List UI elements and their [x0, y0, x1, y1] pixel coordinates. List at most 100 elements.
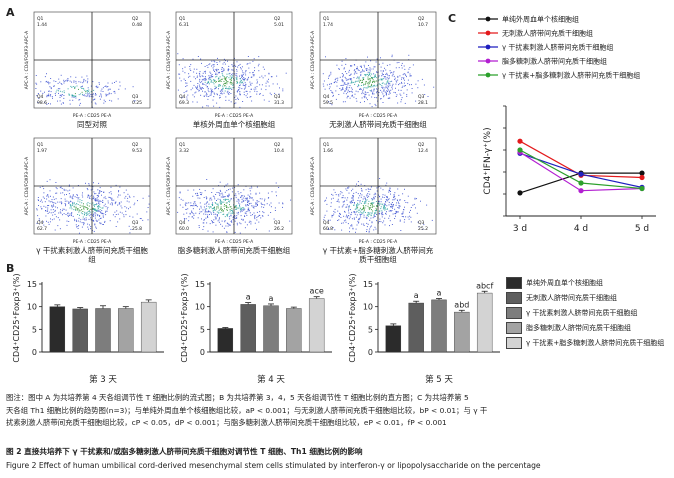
- y-axis-label: CD4⁺CD25⁺Foxp3⁺(%): [348, 273, 357, 362]
- data-point: [517, 147, 523, 153]
- quadrant-value-q2: 0.48: [132, 22, 142, 28]
- quadrant-name-q4: Q4: [323, 94, 330, 100]
- bar-legend-swatch: [506, 306, 522, 319]
- legend-marker: [485, 58, 491, 64]
- figure-title: 图 2 直接共培养下 γ 干扰素和/或脂多糖刺激人脐带间充质干细胞对调节性 T …: [6, 447, 363, 456]
- legend-label-4: γ 干扰素+脂多糖刺激人脐带间充质干细胞组: [502, 71, 640, 80]
- bar-legend-swatch: [506, 276, 522, 289]
- flow-x-axis-label: PE-A : CD25 PE-A: [359, 239, 398, 245]
- bar-chart-legend: 单纯外周血单个核细胞组 无刺激人脐带间充质干细胞组 γ 干扰素刺激人脐带间充质干细胞…: [506, 276, 672, 351]
- y-tick-label: 0: [368, 348, 373, 357]
- quadrant-name-q4: Q4: [37, 94, 44, 100]
- quadrant-name-q1: Q1: [179, 16, 186, 22]
- panel-label-b: B: [6, 262, 15, 275]
- bar: [140, 301, 157, 353]
- bar-legend-swatch: [506, 291, 522, 304]
- quadrant-name-q3: Q3: [274, 94, 281, 100]
- significance-label: a: [414, 291, 419, 300]
- treg-bar-chart-day4: 0 5 10 15 CD4⁺CD25⁺Foxp3⁺(%) a a ace 第 4 天: [180, 273, 332, 385]
- quadrant-value-q3: 31.3: [274, 100, 284, 106]
- bar: [385, 325, 402, 353]
- bar: [240, 304, 256, 353]
- flow-x-axis-label: PE-A : CD25 PE-A: [215, 113, 254, 119]
- quadrant-name-q4: Q4: [323, 220, 330, 226]
- bar: [118, 308, 134, 353]
- flow-y-axis-label: APC-A : CD4/FOXP3-APC-A: [310, 30, 316, 89]
- quadrant-value-q2: 9.53: [132, 148, 142, 154]
- bar: [408, 302, 424, 353]
- flow-x-axis-label: PE-A : CD25 PE-A: [73, 239, 112, 245]
- flow-y-axis-label: APC-A : CD4/FOXP3-APC-A: [24, 156, 30, 215]
- flow-plot-caption: 单核外周血单个核细胞组: [192, 120, 276, 129]
- flow-y-axis-label: APC-A : CD4/FOXP3-APC-A: [166, 30, 172, 89]
- quadrant-value-q4: 98.6: [37, 100, 47, 106]
- y-axis-label: CD4⁺CD25⁺Foxp3⁺(%): [180, 273, 189, 362]
- y-tick-label: 15: [195, 280, 205, 289]
- y-tick-label: 0: [200, 348, 205, 357]
- quadrant-value-q4: 60.0: [179, 226, 189, 232]
- quadrant-value-q2: 10.4: [274, 148, 284, 154]
- quadrant-name-q4: Q4: [37, 220, 44, 226]
- flow-x-axis-label: PE-A : CD25 PE-A: [359, 113, 398, 119]
- significance-label: a: [246, 293, 251, 302]
- flow-x-axis-label: PE-A : CD25 PE-A: [73, 113, 112, 119]
- legend-marker: [485, 16, 491, 22]
- bar-legend-item: γ 干扰素刺激人脐带间充质干细胞组: [506, 306, 672, 319]
- legend-label-2: γ 干扰素刺激人脐带间充质干细胞组: [502, 43, 613, 52]
- quadrant-name-q1: Q1: [37, 16, 44, 22]
- bar-legend-label: γ 干扰素+脂多糖刺激人脐带间充质干细胞组: [526, 338, 665, 347]
- flow-plot-caption: γ 干扰素刺激人脐带间充质干细胞组: [36, 246, 148, 264]
- flow-events: [322, 54, 435, 108]
- bar-legend-item: γ 干扰素+脂多糖刺激人脐带间充质干细胞组: [506, 336, 672, 349]
- treg-bar-chart-day3: 0 5 10 15 CD4⁺CD25⁺Foxp3⁺(%) 第 3 天: [12, 273, 164, 385]
- quadrant-value-q3: 26.2: [274, 226, 284, 232]
- bar-legend-swatch: [506, 336, 522, 349]
- caption-line-2: 天各组 Th1 细胞比例的趋势图(n=3)；与单纯外周血单个核细胞组比较，aP …: [6, 405, 488, 415]
- panel-label-a: A: [6, 6, 15, 19]
- quadrant-value-q3: 0.25: [132, 100, 142, 106]
- bar-legend-item: 脂多糖刺激人脐带间充质干细胞组: [506, 321, 672, 334]
- bar: [454, 311, 470, 353]
- caption-line-1: 图注：图中 A 为共培养第 4 天各组调节性 T 细胞比例的流式图；B 为共培养…: [6, 393, 469, 402]
- bar-legend-swatch: [506, 321, 522, 334]
- flow-plot-caption: 无刺激人脐带间充质干细胞组: [329, 120, 427, 129]
- y-tick-label: 5: [200, 325, 205, 334]
- bar: [217, 328, 234, 353]
- caption-line-3: 扰素刺激人脐带间充质干细胞组比较，cP < 0.05，dP < 0.001；与脂…: [6, 418, 447, 427]
- quadrant-value-q4: 60.8: [323, 226, 333, 232]
- y-tick-label: 15: [27, 280, 37, 289]
- flow-events: [177, 179, 292, 234]
- quadrant-value-q3: 25.8: [132, 226, 142, 232]
- quadrant-value-q3: 25.2: [418, 226, 428, 232]
- legend-label-0: 单纯外周血单个核细胞组: [502, 15, 579, 24]
- quadrant-name-q2: Q2: [274, 16, 281, 22]
- bar: [263, 305, 279, 353]
- significance-label: abcf: [476, 281, 493, 290]
- y-tick-label: 0: [32, 348, 37, 357]
- y-tick-label: 10: [27, 303, 37, 312]
- quadrant-value-q1: 6.31: [179, 22, 189, 28]
- quadrant-name-q3: Q3: [132, 94, 139, 100]
- flow-y-axis-label: APC-A : CD4/FOXP3-APC-A: [310, 156, 316, 215]
- bar-legend-label: 脂多糖刺激人脐带间充质干细胞组: [526, 323, 631, 332]
- flow-plot-caption: 脂多糖刺激人脐带间充质干细胞组: [177, 246, 291, 255]
- quadrant-name-q3: Q3: [274, 220, 281, 226]
- flow-plot-caption: 同型对照: [77, 120, 107, 129]
- quadrant-name-q2: Q2: [132, 142, 139, 148]
- flow-events: [36, 179, 150, 234]
- bar-chart-title: 第 3 天: [89, 374, 117, 385]
- flow-y-axis-label: APC-A : CD4/FOXP3-APC-A: [166, 156, 172, 215]
- quadrant-name-q2: Q2: [132, 16, 139, 22]
- y-axis-label: CD4⁺CD25⁺Foxp3⁺(%): [12, 273, 21, 362]
- quadrant-value-q2: 10.7: [418, 22, 428, 28]
- bar-legend-item: 无刺激人脐带间充质干细胞组: [506, 291, 672, 304]
- quadrant-name-q4: Q4: [179, 94, 186, 100]
- quadrant-value-q1: 1.74: [323, 22, 333, 28]
- quadrant-value-q1: 3.32: [179, 148, 189, 154]
- quadrant-value-q4: 62.7: [37, 226, 47, 232]
- data-point: [517, 190, 523, 196]
- x-tick-label: 5 d: [635, 224, 649, 234]
